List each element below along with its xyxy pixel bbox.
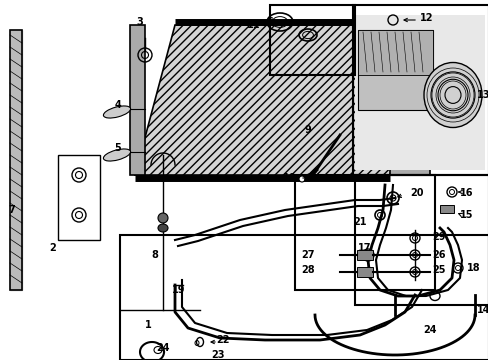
Text: 17: 17 — [358, 243, 371, 253]
Text: 18: 18 — [466, 263, 480, 273]
Text: 2: 2 — [49, 243, 56, 253]
Ellipse shape — [298, 176, 305, 182]
Ellipse shape — [158, 224, 168, 232]
Bar — [356, 250, 372, 260]
Text: 21: 21 — [352, 217, 366, 227]
Text: 6: 6 — [266, 17, 273, 27]
Ellipse shape — [72, 208, 86, 222]
Text: 4: 4 — [114, 100, 121, 110]
Polygon shape — [135, 25, 429, 175]
Text: 24: 24 — [423, 325, 436, 335]
Bar — [357, 30, 432, 75]
Text: 28: 28 — [301, 265, 314, 275]
Bar — [356, 267, 372, 277]
Text: 12: 12 — [419, 13, 433, 23]
Text: 20: 20 — [409, 188, 423, 198]
Text: 14: 14 — [476, 305, 488, 315]
Text: 1: 1 — [144, 320, 151, 330]
Bar — [439, 205, 453, 213]
Text: 24: 24 — [156, 343, 169, 353]
Text: 29: 29 — [431, 232, 445, 242]
Text: 22: 22 — [216, 335, 229, 345]
Text: 7: 7 — [9, 205, 15, 215]
Text: 10: 10 — [282, 173, 295, 183]
Ellipse shape — [103, 106, 130, 118]
Text: 19: 19 — [171, 285, 184, 295]
Text: 11: 11 — [246, 20, 260, 30]
Ellipse shape — [103, 149, 130, 161]
Text: 5: 5 — [114, 143, 121, 153]
Text: 27: 27 — [301, 250, 314, 260]
Text: 23: 23 — [211, 350, 224, 360]
Text: 16: 16 — [459, 188, 472, 198]
Text: 9: 9 — [304, 125, 311, 135]
Polygon shape — [10, 30, 22, 290]
Bar — [354, 175, 488, 305]
Bar — [58, 155, 100, 240]
Bar — [294, 175, 434, 290]
Text: 26: 26 — [431, 250, 445, 260]
Bar — [269, 5, 354, 75]
Bar — [354, 15, 484, 170]
Text: 8: 8 — [151, 250, 158, 260]
Bar — [120, 235, 488, 360]
Bar — [130, 25, 145, 175]
Bar — [357, 30, 432, 110]
Bar — [352, 5, 488, 175]
Text: 13: 13 — [476, 90, 488, 100]
Ellipse shape — [72, 168, 86, 182]
Text: 15: 15 — [459, 210, 472, 220]
Bar — [10, 30, 22, 290]
Text: 3: 3 — [136, 17, 143, 27]
Ellipse shape — [158, 213, 168, 223]
Bar — [389, 25, 429, 175]
Ellipse shape — [423, 63, 481, 127]
Text: 25: 25 — [431, 265, 445, 275]
